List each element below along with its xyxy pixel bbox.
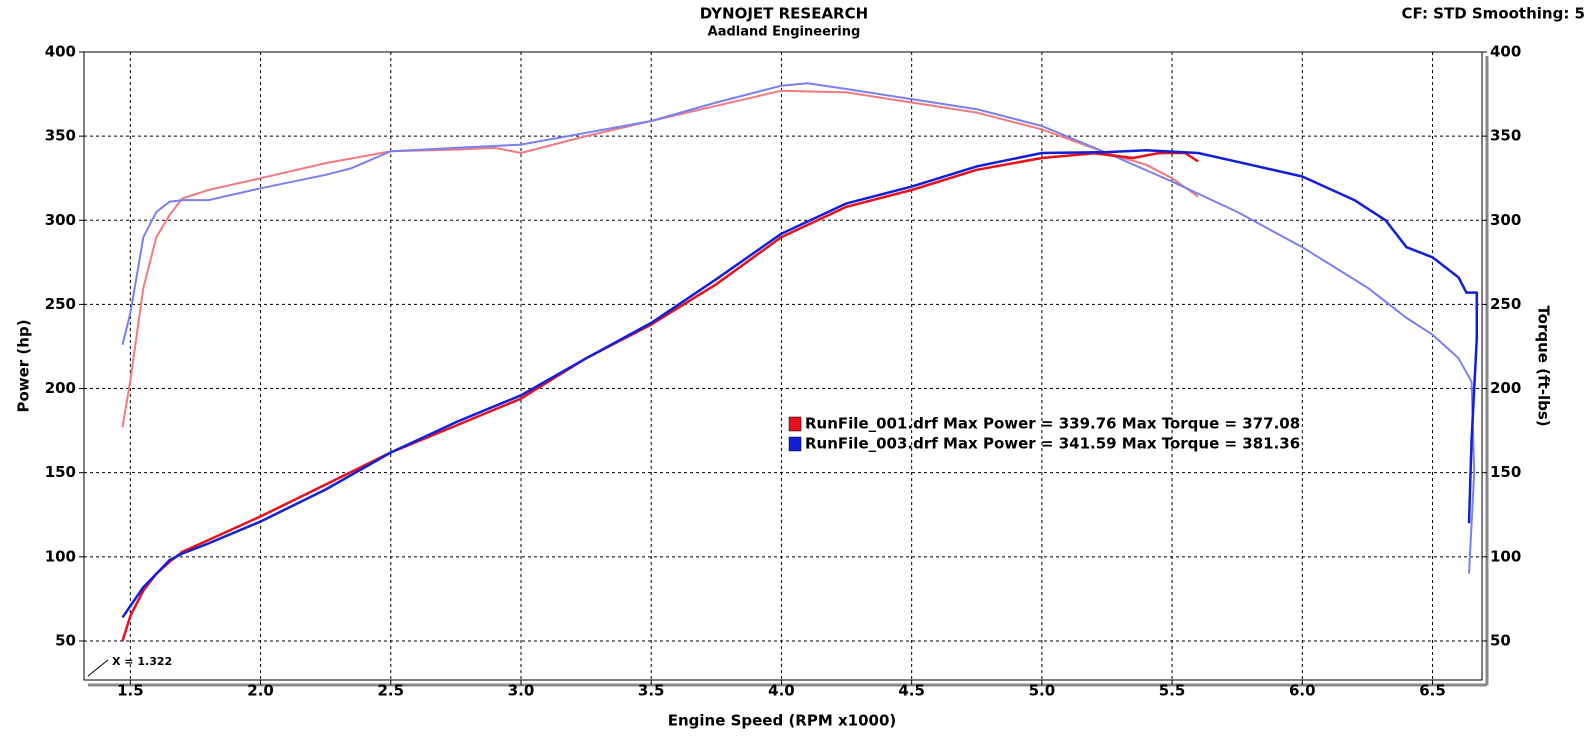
chart-title: DYNOJET RESEARCH	[700, 5, 868, 23]
y2-tick-label: 150	[1490, 463, 1521, 481]
data-line	[121, 82, 1476, 574]
chart-subtitle: Aadland Engineering	[708, 25, 861, 40]
y-tick-label: 400	[45, 43, 76, 61]
y2-tick-label: 350	[1490, 127, 1521, 145]
data-line	[121, 149, 1479, 619]
annotation-line	[87, 659, 109, 677]
y-tick-label: 50	[55, 631, 76, 649]
x-tick-label: 4.0	[768, 682, 795, 700]
x-tick-label: 5.0	[1029, 682, 1056, 700]
x-tick-label: 3.5	[638, 682, 665, 700]
y-axis-label: Power (hp)	[15, 319, 33, 412]
x-tick-label: 4.5	[898, 682, 925, 700]
annotation: X = 1.322	[112, 655, 172, 668]
plot-frame	[83, 51, 1483, 681]
x-tick-label: 2.5	[378, 682, 405, 700]
y2-tick-label: 200	[1490, 379, 1521, 397]
y-tick-label: 150	[45, 463, 76, 481]
y-tick-label: 200	[45, 379, 76, 397]
x-tick-label: 2.0	[247, 682, 274, 700]
x-tick-label: 3.0	[508, 682, 535, 700]
y2-axis-label: Torque (ft-lbs)	[1535, 305, 1553, 426]
x-tick-label: 6.5	[1419, 682, 1446, 700]
y-tick-label: 350	[45, 127, 76, 145]
y-tick-label: 250	[45, 295, 76, 313]
y2-tick-label: 300	[1490, 211, 1521, 229]
y-tick-label: 300	[45, 211, 76, 229]
y2-tick-label: 50	[1490, 631, 1511, 649]
legend-swatch	[788, 416, 802, 432]
legend-swatch	[788, 436, 802, 452]
settings-text: CF: STD Smoothing: 5	[1402, 5, 1585, 23]
y2-tick-label: 100	[1490, 547, 1521, 565]
legend-label: RunFile_003.drf Max Power = 341.59 Max T…	[805, 435, 1300, 453]
x-tick-label: 6.0	[1289, 682, 1316, 700]
data-line	[121, 89, 1199, 428]
y-tick-label: 100	[45, 547, 76, 565]
x-tick-label: 1.5	[117, 682, 144, 700]
x-axis-label: Engine Speed (RPM x1000)	[668, 712, 897, 730]
y2-tick-label: 250	[1490, 295, 1521, 313]
x-tick-label: 5.5	[1159, 682, 1186, 700]
legend-label: RunFile_001.drf Max Power = 339.76 Max T…	[805, 415, 1300, 433]
y2-tick-label: 400	[1490, 43, 1521, 61]
